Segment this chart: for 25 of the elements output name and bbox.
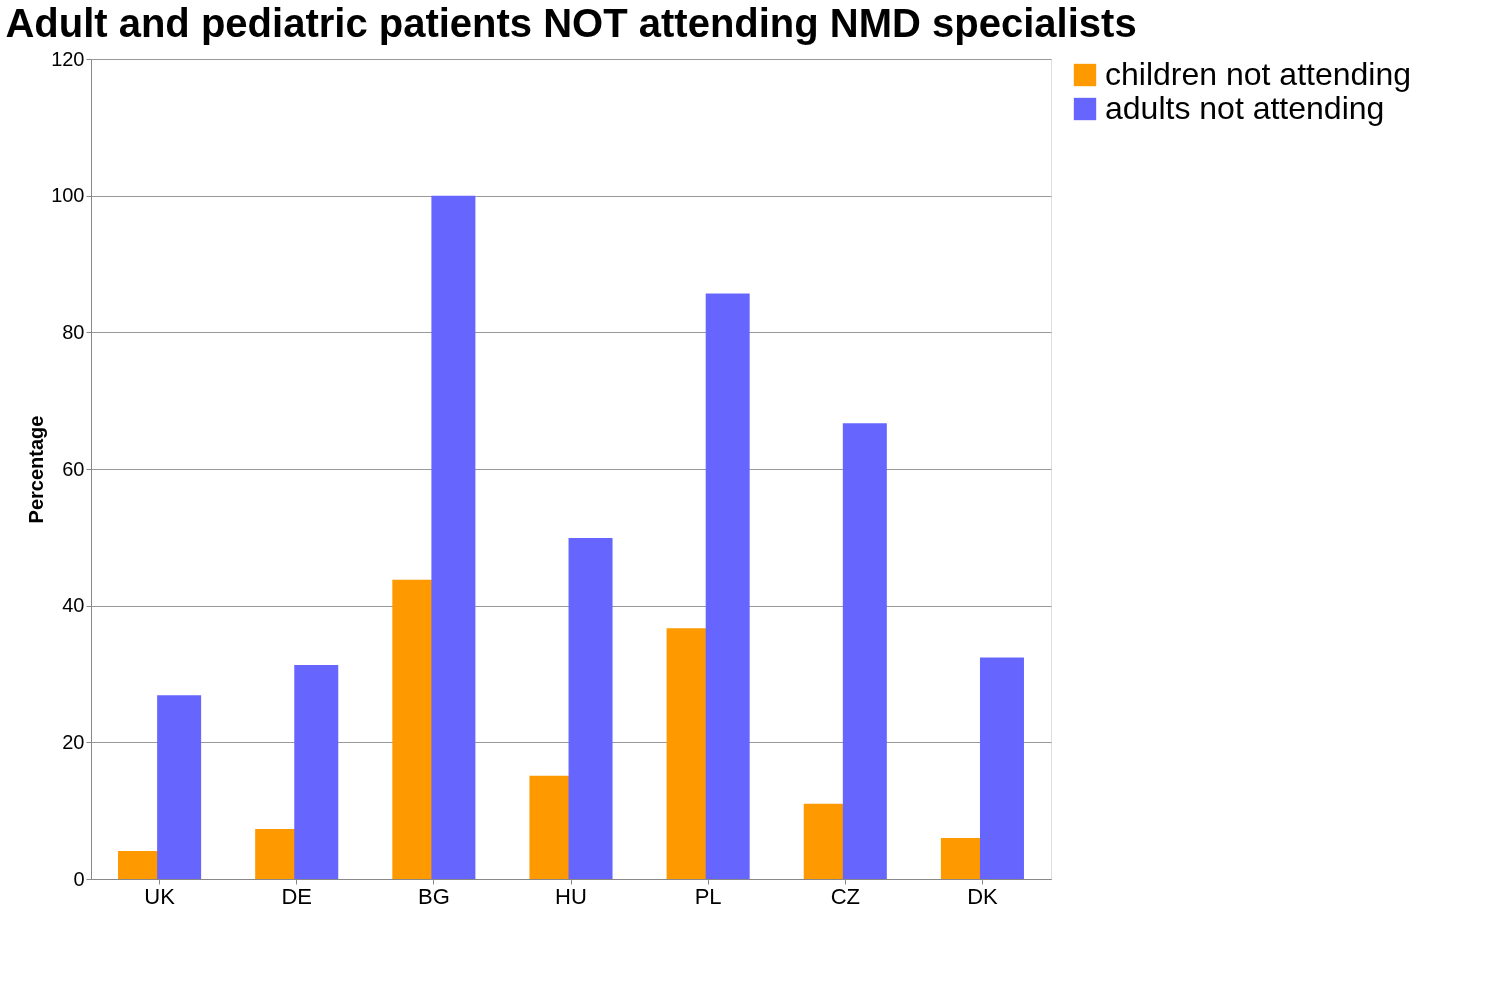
x-tick-label: CZ bbox=[830, 883, 860, 909]
bar bbox=[157, 695, 202, 879]
x-tick-label: PL bbox=[694, 883, 722, 909]
x-tick-label: HU bbox=[555, 883, 587, 909]
x-tick-label: UK bbox=[144, 883, 176, 909]
bar bbox=[705, 293, 750, 879]
y-tick-label: 20 bbox=[62, 730, 85, 753]
x-tick-label: DE bbox=[281, 883, 312, 909]
chart-title: Adult and pediatric patients NOT attending NMD specialists bbox=[5, 1, 1137, 45]
bar bbox=[294, 665, 339, 879]
bar bbox=[842, 423, 887, 879]
y-tick-label: 0 bbox=[73, 867, 85, 890]
y-tick-label: 40 bbox=[62, 594, 85, 617]
y-tick-label: 100 bbox=[51, 184, 85, 207]
y-tick-label: 80 bbox=[62, 320, 85, 343]
x-tick-label: BG bbox=[417, 883, 450, 909]
y-tick-label: 60 bbox=[62, 457, 85, 480]
bar bbox=[568, 538, 613, 879]
y-axis-title: Percentage bbox=[25, 415, 48, 524]
bar bbox=[979, 657, 1024, 879]
x-tick-label: DK bbox=[967, 883, 999, 909]
bar bbox=[431, 195, 476, 879]
legend-label: adults not attending bbox=[1105, 90, 1385, 126]
legend-label: children not attending bbox=[1105, 56, 1411, 92]
y-tick-label: 120 bbox=[51, 47, 85, 70]
